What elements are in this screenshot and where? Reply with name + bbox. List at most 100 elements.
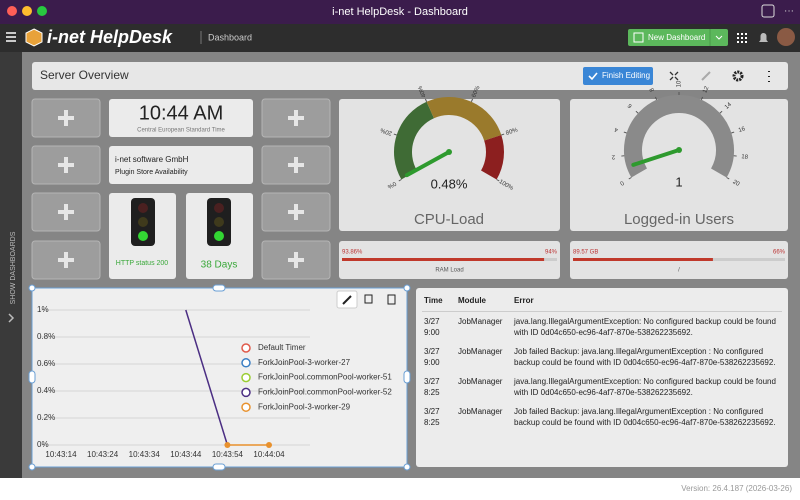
more-icon[interactable]: ··· xyxy=(784,6,794,17)
gauge-tick-label: 10 xyxy=(677,80,683,87)
clock-tile xyxy=(109,99,253,137)
x-tick-label: 10:44:04 xyxy=(253,450,285,459)
usage-value: 93.86% xyxy=(342,250,363,256)
sidebar-label[interactable]: SHOW DASHBOARDS xyxy=(10,231,17,304)
menu-icon[interactable] xyxy=(6,32,16,42)
light-red xyxy=(138,203,148,213)
gauge-tick-label: 2 xyxy=(611,153,616,159)
plus-icon xyxy=(288,157,304,173)
apps-icon[interactable] xyxy=(737,33,747,43)
usage-label: / xyxy=(678,268,680,274)
plus-icon xyxy=(58,110,74,126)
gauge-tick xyxy=(731,131,735,134)
table-cell: java.lang.IllegalArgumentException: No c… xyxy=(514,377,776,397)
y-tick-label: 1% xyxy=(37,305,49,314)
gauge-tick xyxy=(654,96,658,100)
settings-icon[interactable] xyxy=(732,70,744,82)
plus-icon xyxy=(288,252,304,268)
light-red xyxy=(214,203,224,213)
usage-percent: 94% xyxy=(545,250,558,256)
y-tick-label: 0% xyxy=(37,440,49,449)
x-tick-label: 10:43:34 xyxy=(129,450,161,459)
table-cell: 3/27 9:00 xyxy=(424,347,440,367)
zoom-button[interactable] xyxy=(37,6,47,16)
gauge-tick-label: 14 xyxy=(724,101,733,110)
new-dashboard-button[interactable] xyxy=(628,29,728,46)
table-cell: java.lang.IllegalArgumentException: No c… xyxy=(514,317,776,337)
legend-marker xyxy=(241,372,251,383)
chevron[interactable] xyxy=(8,313,15,323)
plus-icon xyxy=(288,110,304,126)
check-icon xyxy=(588,72,598,81)
light-yellow xyxy=(214,217,224,227)
gauge-tick xyxy=(726,177,730,180)
gauge-tick xyxy=(501,133,505,136)
legend-label: ForkJoinPool-3-worker-29 xyxy=(258,402,351,411)
gauge-tick-label: 80% xyxy=(505,127,519,137)
minimize-button[interactable] xyxy=(22,6,32,16)
gauge-band xyxy=(480,135,504,180)
table: Time Module Error 3/27 9:00 JobManager java.l… xyxy=(422,292,782,432)
gauge-value: 1 xyxy=(675,174,682,189)
table-body: 3/27 9:00 JobManager java.lang.IllegalArgu… xyxy=(422,312,782,433)
logo xyxy=(25,28,43,47)
clock-zone: Central European Standard Time xyxy=(137,128,225,134)
finish-editing-button[interactable] xyxy=(583,67,653,85)
gauge-needle xyxy=(631,148,681,167)
gauge-title: Logged-in Users xyxy=(624,211,734,228)
usage-percent: 66% xyxy=(773,250,786,256)
gauge-tick xyxy=(719,110,723,114)
table-cell: JobManager xyxy=(458,317,503,326)
legend-marker xyxy=(241,387,251,398)
table-cell: Job failed Backup: java.lang.IllegalArgu… xyxy=(514,407,776,427)
close-button[interactable] xyxy=(7,6,17,16)
plugin-label: Plugin Store Availability xyxy=(115,169,188,176)
uptime: 38 Days xyxy=(201,260,238,271)
gauge-tick-label: 4 xyxy=(613,125,619,132)
fullscreen-icon[interactable] xyxy=(669,71,679,81)
y-tick-label: 0.2% xyxy=(37,413,55,422)
header-row: Time Module Error xyxy=(422,292,782,312)
table-cell: 3/27 8:25 xyxy=(424,377,440,397)
gauge-needle xyxy=(404,150,451,178)
chart-widget[interactable] xyxy=(31,287,408,468)
gauge-tick-label: 16 xyxy=(738,126,747,134)
edit-icon xyxy=(342,295,352,305)
x-tick-label: 10:43:44 xyxy=(170,450,202,459)
light-green xyxy=(138,231,148,241)
gauge-band xyxy=(426,97,502,142)
finish-editing-label[interactable]: Finish Editing xyxy=(602,71,650,80)
share-icon[interactable] xyxy=(761,4,775,18)
gauge-tick xyxy=(700,96,704,100)
copy-icon[interactable] xyxy=(364,294,373,304)
clock-time: 10:44 AM xyxy=(139,102,224,124)
gauge-tick xyxy=(628,177,632,180)
legend-marker xyxy=(241,343,251,353)
sidebar[interactable] xyxy=(0,52,22,478)
table-row: 3/27 9:00 JobManager java.lang.IllegalArgu… xyxy=(422,312,782,343)
gauge-tick xyxy=(398,179,402,182)
plus-icon xyxy=(58,204,74,220)
dashboard-icon xyxy=(633,32,644,43)
new-dashboard-label[interactable]: New Dashboard xyxy=(648,33,705,42)
gauge-value: 0.48% xyxy=(431,176,468,191)
dropdown-icon[interactable] xyxy=(715,35,723,40)
resize-handles[interactable] xyxy=(28,284,411,471)
edit-icon[interactable] xyxy=(701,71,711,81)
legend-label: Default Timer xyxy=(258,343,306,352)
avatar[interactable] xyxy=(777,28,795,46)
footer xyxy=(0,478,800,500)
plus-icon xyxy=(58,157,74,173)
error-table: Time Module Error 3/27 9:00 JobManager java.l… xyxy=(416,288,788,467)
plus-icon xyxy=(288,204,304,220)
gauge-tick-label: 8 xyxy=(649,86,656,92)
usage-bar xyxy=(342,258,545,261)
gauge-tick-label: 20% xyxy=(379,126,393,136)
table-cell: 3/27 9:00 xyxy=(424,317,440,337)
gauge-tick xyxy=(496,179,500,182)
gauge-tick-label: 6 xyxy=(627,102,634,109)
table-row: 3/27 8:25 JobManager Job failed Backup: ja… xyxy=(422,402,782,432)
delete-icon[interactable] xyxy=(387,294,396,305)
bell-icon[interactable] xyxy=(759,33,768,42)
column-header: Error xyxy=(512,292,782,312)
